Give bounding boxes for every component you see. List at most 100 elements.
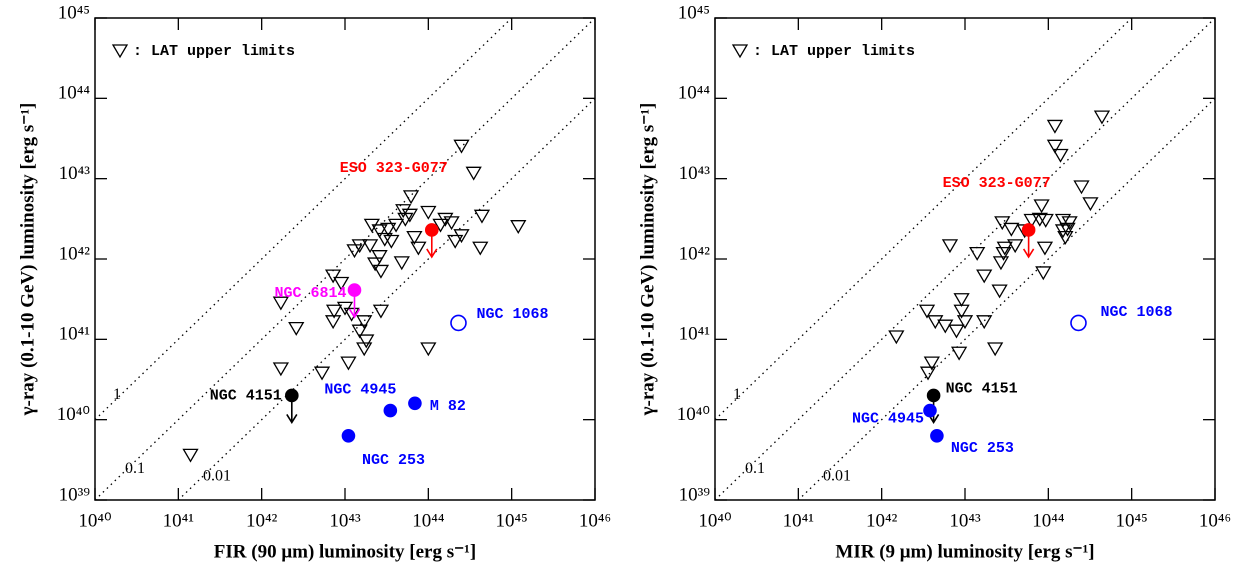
y-tick-label: 10⁴¹ [679,324,711,345]
source-point [347,283,362,297]
upper-limit-point [941,239,959,254]
x-tick-label: 10⁴⁴ [412,510,445,531]
upper-limit-point [992,256,1010,271]
source-label: NGC 4151 [946,380,1018,397]
source-point [285,388,299,403]
y-tick-label: 10⁴¹ [59,324,91,345]
y-tick-label: 10⁴³ [679,163,711,184]
upper-limit-point [313,366,331,381]
source-point [383,403,398,418]
upper-limit-point [1046,119,1064,134]
upper-limit-point [383,234,400,249]
ratio-line [95,18,513,421]
x-tick-label: 10⁴³ [329,510,361,531]
upper-limit-point [1007,239,1024,254]
upper-limit-point [272,362,290,377]
x-tick-label: 10⁴⁵ [1116,510,1148,531]
upper-limit-point [1059,222,1076,237]
upper-limit-point [372,304,390,319]
source-point [341,428,356,443]
upper-limit-point [1054,224,1072,239]
upper-limit-point [432,218,449,233]
upper-limit-point [358,334,375,349]
legend-label: : LAT upper limits [133,43,295,60]
legend-marker [111,44,129,59]
limit-arrow-head [1022,248,1035,259]
ratio-line [797,97,1215,500]
upper-limit-point [1003,222,1020,237]
limit-arrow-head [348,308,361,319]
x-tick-label: 10⁴⁰ [698,510,731,531]
upper-limit-point [1073,180,1090,195]
upper-limit-point [401,208,418,223]
x-tick-label: 10⁴¹ [163,510,195,531]
source-point [926,388,941,403]
ratio-label: 0.1 [745,460,765,477]
y-tick-label: 10⁴² [59,243,91,264]
upper-limit-point [402,190,420,205]
upper-limit-point [324,315,342,330]
source-point [424,223,439,237]
upper-limit-point [472,241,489,256]
upper-limit-point [406,230,423,245]
upper-limit-point [510,220,527,234]
x-tick-label: 10⁴⁶ [1199,510,1231,531]
upper-limit-point [919,366,937,381]
upper-limit-point [393,256,410,271]
upper-limit-point [1057,230,1074,245]
source-label: NGC 6814 [274,285,346,302]
x-axis-label: FIR (90 μm) luminosity [erg s⁻¹] [214,541,476,562]
upper-limit-point [420,342,437,357]
y-tick-label: 10⁴⁰ [57,404,90,425]
source-point [408,396,422,411]
legend-marker [731,44,749,59]
ratio-line [715,18,1215,500]
upper-limit-point [987,342,1004,357]
upper-limit-point [325,304,343,319]
ratio-label: 0.01 [203,467,231,484]
y-tick-label: 10³⁹ [679,484,711,505]
upper-limit-point [1054,213,1072,228]
upper-limit-point [1052,148,1069,163]
upper-limit-point [376,232,393,247]
source-label: NGC 1068 [1100,304,1172,321]
plot-area [715,18,1215,500]
source-point [1070,314,1087,332]
x-tick-label: 10⁴⁵ [496,510,528,531]
y-tick-label: 10⁴⁴ [678,83,711,104]
upper-limit-point [351,324,368,339]
x-tick-label: 10⁴² [866,510,898,531]
upper-limit-point [324,269,342,284]
source-point [1021,223,1036,237]
x-tick-label: 10⁴⁴ [1032,510,1065,531]
upper-limit-point [927,315,944,330]
upper-limit-point [410,241,427,256]
upper-limit-point [346,244,363,259]
x-axis-label: MIR (9 μm) luminosity [erg s⁻¹] [835,541,1094,562]
upper-limit-point [1046,139,1064,154]
upper-limit-point [420,205,437,220]
ratio-label: 0.01 [823,467,851,484]
y-tick-label: 10⁴² [679,243,711,264]
source-label: NGC 1068 [476,306,548,323]
upper-limit-point [991,284,1008,299]
ratio-label: 0.1 [125,460,145,477]
upper-limit-point [976,269,993,284]
upper-limit-point [953,304,970,319]
upper-limit-point [888,330,905,345]
legend-label: : LAT upper limits [753,43,915,60]
upper-limit-point [923,356,940,371]
y-axis-label: γ-ray (0.1-10 GeV) luminosity [erg s⁻¹] [637,103,658,417]
upper-limit-point [371,250,388,264]
y-tick-label: 10⁴³ [59,163,91,184]
upper-limit-point [473,209,491,224]
upper-limit-point [918,304,936,319]
upper-limit-point [976,315,993,330]
upper-limit-point [182,448,199,463]
upper-limit-point [1093,110,1111,125]
upper-limit-point [340,356,357,371]
source-label: ESO 323-G077 [340,160,448,177]
upper-limit-point [372,264,390,279]
upper-limit-point [356,342,373,357]
